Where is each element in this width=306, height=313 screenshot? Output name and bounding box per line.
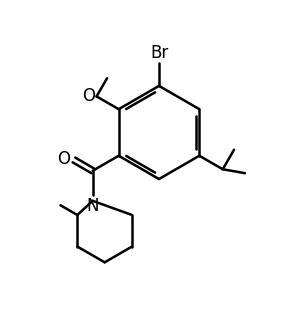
Text: O: O (57, 150, 70, 168)
Text: N: N (86, 197, 99, 215)
Text: O: O (82, 87, 95, 105)
Text: Br: Br (150, 44, 168, 62)
